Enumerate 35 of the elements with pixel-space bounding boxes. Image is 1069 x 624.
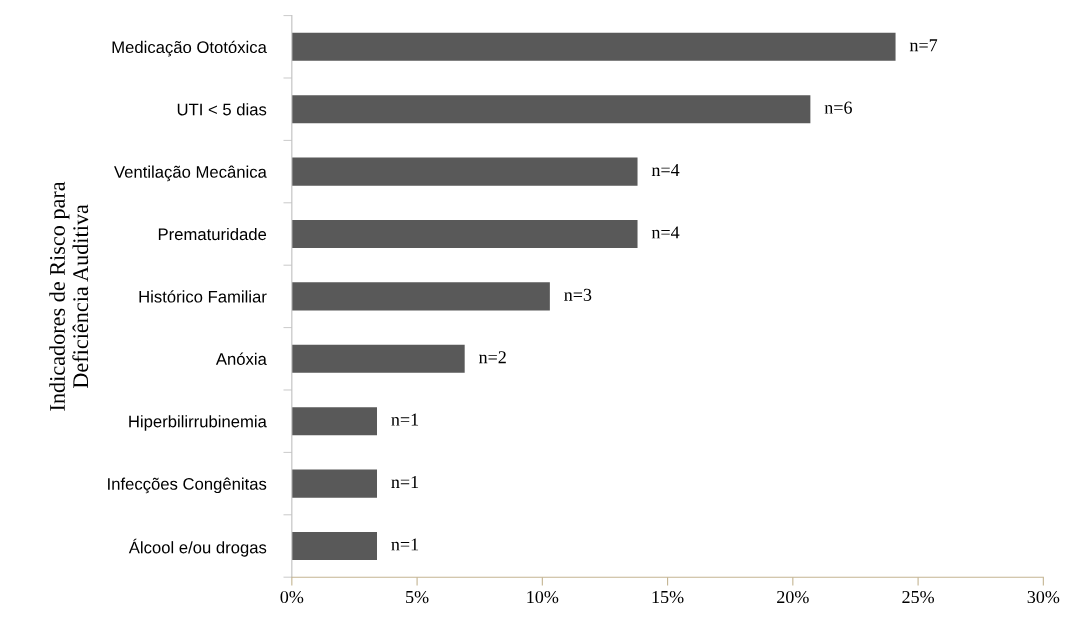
y-tick-label: Histórico Familiar <box>139 290 267 303</box>
annotation: n=4 <box>651 164 680 176</box>
annotation: n=2 <box>478 351 506 364</box>
x-tick-label: 30% <box>1027 590 1060 604</box>
annotation: n=1 <box>391 538 419 551</box>
y-tick-label: Hiperbilirrubinemia <box>129 415 267 431</box>
annotation: n=4 <box>651 226 680 239</box>
bar <box>291 407 378 436</box>
y-tick-label: Prematuridade <box>158 227 267 241</box>
x-tick-label: 25% <box>902 590 935 604</box>
x-tick-label: 10% <box>527 590 559 604</box>
bar <box>291 469 378 498</box>
x-tick-label: 0% <box>280 590 304 604</box>
y-tick-label: Medicação Ototóxica <box>112 40 267 57</box>
bar <box>291 95 811 124</box>
annotation: n=3 <box>564 288 592 301</box>
bar <box>291 32 896 61</box>
annotation: n=7 <box>909 39 938 52</box>
bar <box>291 219 638 249</box>
bar <box>291 531 378 561</box>
annotation: n=1 <box>391 476 419 488</box>
annotation: n=1 <box>391 413 419 426</box>
bar <box>291 282 550 311</box>
x-tick-label: 20% <box>777 590 809 604</box>
x-tick-label: 5% <box>406 590 429 604</box>
y-tick-label: UTI < 5 dias <box>177 103 267 116</box>
y-axis-title: Indicadores de Risco para Deficiência Auditiva <box>49 181 89 411</box>
y-tick-label: Ventilação Mecânica <box>114 165 267 182</box>
y-tick-label: Álcool e/ou drogas <box>128 538 267 557</box>
x-tick-label: 15% <box>652 590 684 604</box>
annotation: n=6 <box>824 101 852 114</box>
bar <box>291 157 638 186</box>
bar <box>291 344 465 373</box>
y-tick-label: Anóxia <box>215 352 267 365</box>
y-tick-label: Infecções Congênitas <box>108 477 267 494</box>
